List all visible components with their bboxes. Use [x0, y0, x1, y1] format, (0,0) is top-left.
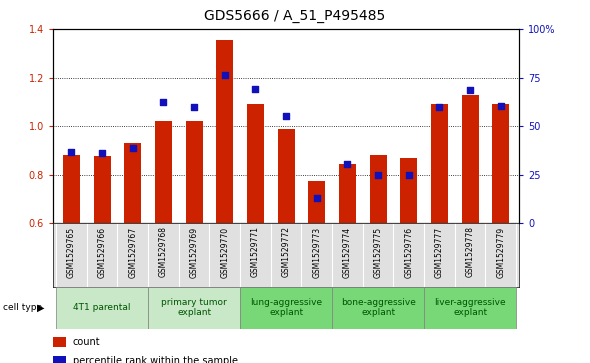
Point	[281, 114, 291, 119]
Point	[343, 161, 352, 167]
Text: primary tumor
explant: primary tumor explant	[161, 298, 227, 317]
Text: liver-aggressive
explant: liver-aggressive explant	[434, 298, 506, 317]
Bar	[431, 104, 448, 223]
Point	[251, 86, 260, 91]
Bar	[462, 95, 478, 223]
Bar	[424, 287, 516, 329]
Bar	[339, 164, 356, 223]
Bar	[63, 155, 80, 223]
Point	[189, 104, 199, 110]
Text: GSM1529779: GSM1529779	[496, 227, 505, 278]
Bar	[148, 287, 240, 329]
Bar	[56, 287, 148, 329]
Point	[67, 149, 76, 155]
Point	[466, 87, 475, 93]
Point	[97, 150, 107, 156]
Text: GSM1529768: GSM1529768	[159, 227, 168, 277]
Bar	[401, 158, 417, 223]
Point	[159, 99, 168, 105]
Text: GSM1529773: GSM1529773	[312, 227, 322, 278]
Text: percentile rank within the sample: percentile rank within the sample	[73, 356, 238, 363]
Text: GSM1529770: GSM1529770	[220, 227, 230, 278]
Point	[128, 145, 137, 151]
Bar	[278, 129, 294, 223]
Text: GSM1529777: GSM1529777	[435, 227, 444, 278]
Text: GSM1529767: GSM1529767	[129, 227, 137, 278]
Text: GSM1529775: GSM1529775	[373, 227, 383, 278]
Point	[373, 172, 383, 178]
Text: GSM1529772: GSM1529772	[281, 227, 291, 277]
Point	[404, 172, 414, 178]
Text: GSM1529769: GSM1529769	[189, 227, 199, 278]
Bar	[309, 181, 325, 223]
Text: GSM1529774: GSM1529774	[343, 227, 352, 278]
Bar	[124, 143, 141, 223]
Text: bone-aggressive
explant: bone-aggressive explant	[340, 298, 415, 317]
Text: GSM1529771: GSM1529771	[251, 227, 260, 277]
Bar	[217, 40, 233, 223]
Bar	[247, 104, 264, 223]
Point	[312, 195, 322, 201]
Text: lung-aggressive
explant: lung-aggressive explant	[250, 298, 322, 317]
Bar	[94, 156, 110, 223]
Text: GDS5666 / A_51_P495485: GDS5666 / A_51_P495485	[204, 9, 386, 23]
Bar	[332, 287, 424, 329]
Point	[435, 104, 444, 110]
Bar	[155, 121, 172, 223]
Text: ▶: ▶	[37, 303, 44, 313]
Bar	[53, 356, 65, 363]
Bar	[53, 337, 65, 347]
Bar	[186, 121, 202, 223]
Bar	[493, 104, 509, 223]
Text: GSM1529778: GSM1529778	[466, 227, 474, 277]
Text: GSM1529765: GSM1529765	[67, 227, 76, 278]
Bar	[370, 155, 386, 223]
Point	[496, 103, 506, 109]
Text: GSM1529766: GSM1529766	[98, 227, 107, 278]
Text: GSM1529776: GSM1529776	[404, 227, 414, 278]
Point	[220, 72, 230, 78]
Text: 4T1 parental: 4T1 parental	[73, 303, 131, 312]
Text: cell type: cell type	[3, 303, 42, 312]
Text: count: count	[73, 337, 100, 347]
Bar	[240, 287, 332, 329]
